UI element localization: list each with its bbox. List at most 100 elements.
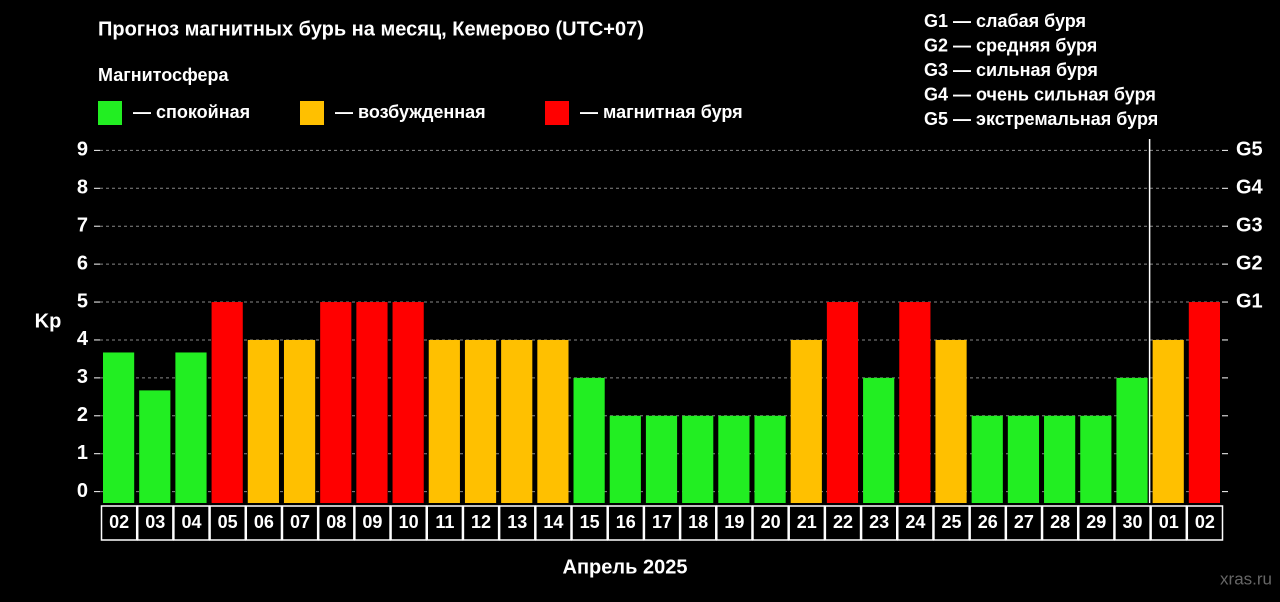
x-tick-label: 29 (1086, 512, 1106, 532)
x-tick-label: 13 (507, 512, 527, 532)
category-box (1150, 505, 1188, 541)
category-box (535, 505, 572, 541)
x-tick-label: 23 (869, 512, 889, 532)
category-box (173, 505, 210, 541)
category-box (788, 505, 826, 541)
category-box (317, 505, 355, 541)
y-tick-label: 7 (77, 214, 88, 236)
bar (863, 377, 895, 503)
bar (1080, 415, 1112, 503)
bar (645, 415, 678, 503)
y-axis-label: Kp (35, 310, 62, 332)
category-box (643, 505, 681, 541)
bar (320, 302, 352, 503)
x-axis-label: Апрель 2025 (563, 556, 688, 578)
bar (356, 302, 388, 503)
watermark: xras.ru (1220, 569, 1272, 588)
legend-title: Магнитосфера (98, 65, 230, 85)
bar (682, 415, 714, 503)
category-box (679, 505, 717, 541)
x-tick-label: 10 (399, 512, 419, 532)
bar (103, 352, 135, 503)
category-box (969, 505, 1007, 541)
x-tick-label: 18 (688, 512, 708, 532)
x-tick-label: 05 (218, 512, 238, 532)
x-tick-label: 21 (797, 512, 817, 532)
x-tick-label: 17 (652, 512, 672, 532)
x-tick-label: 22 (833, 512, 853, 532)
y-tick-label: 1 (77, 442, 88, 464)
y2-tick-label: G1 (1236, 290, 1263, 312)
x-tick-label: 02 (1195, 512, 1215, 532)
bar (283, 339, 316, 503)
bar (718, 415, 750, 503)
bar (537, 339, 569, 503)
y-tick-label: 9 (77, 139, 88, 161)
category-box (1041, 505, 1079, 541)
note: G3 — сильная буря (924, 60, 1098, 80)
y2-tick-label: G4 (1236, 177, 1264, 199)
x-tick-label: 06 (254, 512, 274, 532)
category-box (390, 505, 427, 541)
category-box (462, 505, 500, 541)
bar (175, 352, 207, 503)
note: G4 — очень сильная буря (924, 84, 1156, 104)
category-box (571, 505, 608, 541)
legend-label: — возбужденная (335, 102, 486, 122)
x-tick-label: 27 (1014, 512, 1034, 532)
x-tick-label: 07 (290, 512, 310, 532)
category-box (100, 505, 138, 541)
bar (573, 377, 605, 503)
bar (1152, 339, 1184, 503)
category-box (136, 505, 174, 541)
bar (392, 302, 424, 503)
x-tick-label: 08 (326, 512, 346, 532)
y-tick-label: 0 (77, 480, 88, 502)
legend-label: — магнитная буря (580, 102, 743, 122)
bar (826, 302, 859, 503)
x-tick-label: 25 (942, 512, 962, 532)
x-tick-label: 03 (145, 512, 165, 532)
x-tick-label: 02 (109, 512, 129, 532)
note: G2 — средняя буря (924, 35, 1097, 55)
category-box (1114, 505, 1151, 541)
y-tick-label: 3 (77, 366, 88, 388)
x-tick-label: 19 (724, 512, 744, 532)
legend-swatch (545, 101, 569, 125)
x-tick-label: 16 (616, 512, 636, 532)
bar (464, 339, 497, 503)
bar (1188, 302, 1220, 503)
bar (754, 415, 786, 503)
bar (211, 302, 243, 503)
x-tick-label: 09 (362, 512, 382, 532)
y2-tick-label: G2 (1236, 252, 1263, 274)
x-tick-label: 11 (435, 512, 454, 532)
bar (935, 339, 967, 503)
category-box (1186, 505, 1224, 541)
category-box (824, 505, 862, 541)
note: G1 — слабая буря (924, 11, 1086, 31)
category-box (281, 505, 319, 541)
chart-title: Прогноз магнитных бурь на месяц, Кемеров… (98, 18, 644, 40)
x-tick-label: 24 (905, 512, 925, 532)
x-tick-label: 30 (1123, 512, 1143, 532)
x-tick-label: 26 (978, 512, 998, 532)
legend-label: — спокойная (133, 102, 250, 122)
y2-tick-label: G3 (1236, 214, 1263, 236)
y-tick-label: 5 (77, 290, 88, 312)
x-tick-label: 12 (471, 512, 491, 532)
category-box (209, 505, 247, 541)
category-box (607, 505, 645, 541)
y-tick-label: 4 (77, 328, 89, 350)
category-box (716, 505, 753, 541)
bar (971, 415, 1003, 503)
y-tick-label: 8 (77, 177, 88, 199)
category-box (354, 505, 391, 541)
bar (1044, 415, 1076, 503)
x-tick-label: 01 (1159, 512, 1179, 532)
x-tick-label: 28 (1050, 512, 1070, 532)
x-tick-label: 14 (543, 512, 563, 532)
category-box (897, 505, 934, 541)
x-tick-label: 04 (181, 512, 201, 532)
